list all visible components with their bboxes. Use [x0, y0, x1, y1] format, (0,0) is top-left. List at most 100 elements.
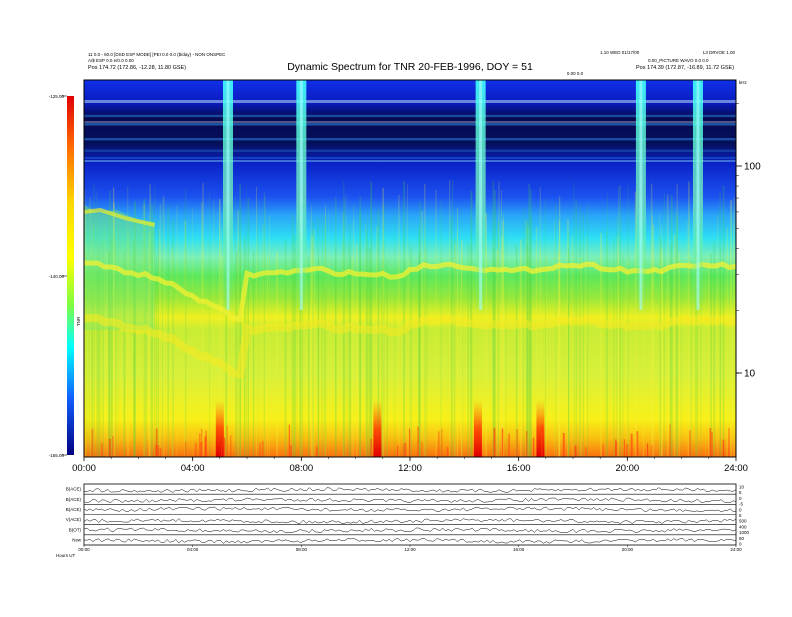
spectral-streak — [158, 229, 161, 457]
low-frequency-spike — [316, 446, 318, 457]
spectral-band-line — [84, 137, 736, 141]
spectral-streak — [579, 224, 581, 457]
spectral-streak — [650, 183, 653, 457]
spectral-streak — [554, 219, 555, 457]
spectral-streak — [111, 235, 113, 457]
low-frequency-spike — [574, 445, 577, 457]
spectral-streak — [268, 214, 270, 457]
spectral-streak — [348, 241, 350, 457]
low-frequency-spike — [630, 433, 633, 457]
low-frequency-spike — [526, 430, 528, 457]
spectral-streak — [313, 229, 315, 457]
spectral-streak — [571, 235, 574, 457]
chart-title: Dynamic Spectrum for TNR 20-FEB-1996, DO… — [287, 61, 533, 73]
low-frequency-spike — [626, 443, 628, 457]
panel-right-tick: 0 — [739, 496, 742, 501]
panel-label: Nsw — [72, 537, 81, 542]
header-left-line1: 11 0.0 - 60.0 [DSD ESP MODE] [PEI 0.0 0.… — [88, 52, 226, 57]
spectral-streak — [106, 251, 108, 457]
spectral-streak — [660, 247, 663, 457]
low-frequency-spike — [541, 424, 543, 457]
low-frequency-spike — [501, 428, 504, 457]
x-tick-label: 04:00 — [181, 463, 205, 474]
spectral-streak — [352, 219, 354, 457]
spectral-streak — [161, 197, 163, 457]
panels-footer: Hours UT — [56, 553, 76, 558]
spectral-streak — [686, 221, 688, 457]
spectral-streak — [695, 225, 697, 457]
spectral-streak — [540, 246, 541, 457]
spectral-streak — [661, 224, 663, 457]
low-frequency-spike — [623, 439, 626, 457]
header-right-line2: L3 DRVOE 1.00 — [703, 50, 736, 55]
panel-label: B(ACE) — [66, 487, 82, 492]
spectral-streak — [605, 230, 608, 457]
low-frequency-spike — [204, 436, 207, 457]
spectral-streak — [89, 197, 91, 457]
spectral-streak — [202, 183, 204, 457]
panel-trace — [83, 538, 737, 544]
header-right-line1: 1.10 WED 01/17/00 — [600, 50, 640, 55]
spectral-streak — [368, 248, 371, 457]
panel-trace — [83, 527, 737, 534]
spectral-streak — [567, 219, 569, 457]
spectral-streak — [643, 236, 645, 457]
panel-right-tick: 0 — [739, 542, 742, 547]
low-frequency-spike — [101, 443, 103, 457]
panel-right-tick: 10 — [739, 485, 745, 490]
low-frequency-spike — [651, 445, 653, 457]
spectral-streak — [324, 205, 327, 457]
spectral-streak — [492, 181, 495, 457]
panel-label: B(OT) — [69, 527, 82, 532]
low-frequency-spike — [112, 435, 114, 457]
spectral-streak — [366, 211, 368, 457]
spectral-streak — [267, 255, 268, 457]
spectral-streak — [295, 249, 297, 457]
spectral-streak — [276, 252, 279, 457]
spectral-streak — [171, 249, 174, 457]
spectral-band-line — [84, 160, 736, 162]
spectral-streak — [501, 236, 503, 457]
spectral-streak — [221, 228, 222, 457]
spectral-streak — [327, 209, 329, 457]
panel-right-tick: 400 — [739, 524, 747, 529]
spectral-streak — [427, 216, 429, 457]
spectral-streak — [145, 251, 147, 457]
low-frequency-spike — [508, 433, 510, 457]
low-frequency-spike — [728, 428, 730, 457]
spectral-streak — [720, 248, 721, 457]
y-tick-label: 10 — [744, 369, 756, 380]
spectral-streak — [716, 214, 719, 457]
spectral-streak — [600, 232, 602, 457]
spectral-streak — [497, 221, 499, 457]
x-tick-label: 08:00 — [289, 463, 313, 474]
low-frequency-spike — [230, 435, 232, 457]
spectral-streak — [678, 252, 680, 457]
low-frequency-spike — [646, 443, 649, 457]
spectral-streak — [299, 211, 302, 457]
low-frequency-burst — [215, 400, 224, 457]
spectral-streak — [484, 213, 486, 457]
spectral-band-line — [84, 114, 736, 118]
panel-right-tick: 500 — [739, 519, 747, 524]
panel-right-tick: 50 — [739, 536, 745, 541]
x-tick-label: 20:00 — [615, 463, 639, 474]
spectrogram-axes: 00:00 04:00 08:00 12:00 16:00 20:00 24:00 100 10 — [72, 103, 761, 474]
low-frequency-spike — [108, 438, 111, 457]
panel-right-tick: 5 — [739, 513, 742, 518]
spectral-streak — [587, 203, 589, 457]
colorbar-tick-label: -155.00 — [49, 453, 65, 458]
spectral-streak — [568, 231, 570, 457]
spectral-streak — [582, 213, 584, 457]
spectral-streak — [555, 203, 557, 457]
panel-x-tick-label: 08:00 — [296, 547, 308, 552]
header-right-line3: 0.00_PICTURE WAVO 0.0 0.0 — [648, 58, 709, 63]
panel-right-tick: -5 — [739, 502, 743, 507]
spectral-streak — [157, 220, 159, 457]
spectral-streak — [403, 181, 405, 457]
header-right-position: Pos 174.39 (172.87, -16.89, 11.72 GSE) — [636, 65, 734, 71]
spectral-streak — [558, 220, 561, 457]
spectral-streak — [710, 253, 712, 457]
spectral-streak — [520, 239, 522, 457]
spectral-streak — [103, 226, 106, 457]
